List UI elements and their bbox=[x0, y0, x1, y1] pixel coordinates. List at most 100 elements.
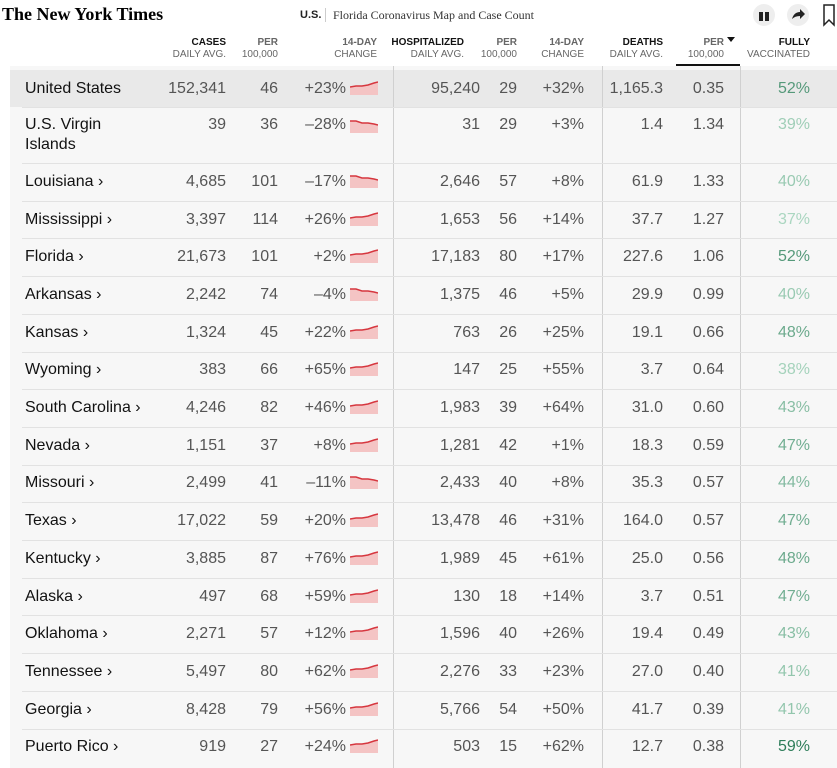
column-header-top[interactable]: CASES bbox=[191, 37, 226, 48]
row-divider bbox=[22, 313, 837, 315]
column-header-top[interactable]: DEATHS bbox=[622, 37, 663, 48]
column-header-bottom[interactable]: 100,000 bbox=[480, 49, 517, 60]
cell-value: +25% bbox=[542, 323, 584, 341]
column-header-bottom[interactable]: CHANGE bbox=[541, 49, 584, 60]
sparkline bbox=[350, 476, 378, 490]
row-name[interactable]: Arkansas › bbox=[25, 285, 102, 303]
row-name[interactable]: Tennessee › bbox=[25, 662, 113, 680]
cell-value: 0.99 bbox=[692, 285, 724, 303]
row-divider bbox=[22, 540, 837, 541]
column-header-bottom[interactable]: CHANGE bbox=[334, 49, 377, 60]
sparkline bbox=[350, 211, 378, 226]
row-name[interactable]: Missouri › bbox=[25, 474, 95, 492]
cell-value: +5% bbox=[551, 285, 584, 303]
column-header-bottom[interactable]: DAILY AVG. bbox=[410, 49, 464, 60]
cell-value: 152,341 bbox=[168, 79, 226, 97]
share-icon[interactable] bbox=[787, 4, 809, 26]
column-separator bbox=[740, 66, 741, 768]
row-name[interactable]: Mississippi › bbox=[25, 210, 113, 228]
row-name[interactable]: Nevada › bbox=[25, 436, 90, 454]
column-header-top[interactable]: FULLY bbox=[778, 37, 810, 48]
cell-value: 57 bbox=[260, 625, 278, 643]
vaccinated-value: 52% bbox=[777, 79, 810, 97]
column-header-top[interactable]: PER bbox=[496, 37, 517, 48]
row-name[interactable]: Alaska › bbox=[25, 587, 83, 605]
cell-value: 25.0 bbox=[631, 549, 663, 567]
vaccinated-value: 40% bbox=[777, 285, 810, 303]
cell-value: +8% bbox=[551, 474, 584, 492]
cell-value: 2,271 bbox=[185, 625, 226, 643]
cell-value: 101 bbox=[251, 248, 278, 266]
vaccinated-value: 38% bbox=[777, 361, 810, 379]
row-name[interactable]: Texas › bbox=[25, 512, 77, 530]
gift-icon[interactable] bbox=[753, 4, 775, 26]
cell-value: +31% bbox=[542, 512, 584, 530]
row-divider bbox=[22, 107, 837, 108]
cell-value: 0.57 bbox=[692, 512, 724, 530]
cell-value: 59 bbox=[260, 512, 278, 530]
row-name[interactable]: Florida › bbox=[25, 248, 84, 266]
sparkline bbox=[350, 362, 378, 377]
cell-value: 0.57 bbox=[692, 474, 724, 492]
row-name[interactable]: South Carolina › bbox=[25, 399, 141, 417]
column-header-bottom[interactable]: VACCINATED bbox=[747, 49, 810, 60]
row-name[interactable]: Puerto Rico › bbox=[25, 738, 119, 756]
row-divider bbox=[22, 276, 837, 278]
column-header-bottom[interactable]: DAILY AVG. bbox=[609, 49, 663, 60]
row-name[interactable]: Louisiana › bbox=[25, 172, 104, 190]
column-header-top[interactable]: HOSPITALIZED bbox=[391, 37, 464, 48]
cell-value: 1,151 bbox=[185, 436, 226, 454]
data-table bbox=[10, 66, 837, 768]
row-divider bbox=[22, 653, 837, 655]
cell-value: 1,653 bbox=[439, 210, 480, 228]
cell-value: 497 bbox=[199, 587, 226, 605]
vaccinated-value: 39% bbox=[777, 116, 810, 133]
column-header-bottom[interactable]: DAILY AVG. bbox=[172, 49, 226, 60]
vaccinated-value: 48% bbox=[777, 323, 810, 341]
cell-value: 919 bbox=[199, 738, 226, 756]
row-divider bbox=[22, 502, 837, 504]
column-header-bottom[interactable]: 100,000 bbox=[241, 49, 278, 60]
column-header-top[interactable]: 14-DAY bbox=[549, 37, 584, 48]
vaccinated-value: 47% bbox=[777, 587, 810, 605]
row-name[interactable]: Kansas › bbox=[25, 323, 89, 341]
row-divider bbox=[22, 728, 837, 730]
sparkline bbox=[350, 739, 378, 754]
cell-value: +22% bbox=[304, 323, 346, 341]
cell-value: 45 bbox=[260, 323, 278, 341]
sparkline bbox=[350, 288, 378, 301]
column-header-top[interactable]: 14-DAY bbox=[342, 37, 377, 48]
row-name[interactable]: Oklahoma › bbox=[25, 625, 108, 643]
cell-value: 37 bbox=[260, 436, 278, 454]
logo[interactable]: The New York Times bbox=[2, 4, 164, 24]
column-header-bottom[interactable]: 100,000 bbox=[687, 49, 724, 60]
column-separator bbox=[393, 66, 394, 768]
cell-value: +23% bbox=[542, 662, 584, 680]
row-name[interactable]: Georgia › bbox=[25, 700, 92, 718]
vaccinated-value: 52% bbox=[777, 248, 810, 266]
cell-value: +8% bbox=[313, 436, 346, 454]
cell-value: 1.34 bbox=[692, 116, 724, 133]
bookmark-icon[interactable] bbox=[823, 4, 835, 27]
vaccinated-value: 41% bbox=[777, 700, 810, 718]
cell-value: +59% bbox=[304, 587, 346, 605]
column-header-top[interactable]: PER bbox=[703, 37, 724, 48]
row-name: United States bbox=[25, 79, 122, 97]
vaccinated-value: 37% bbox=[777, 210, 810, 228]
cell-value: 39 bbox=[208, 116, 226, 133]
cell-value: 1,989 bbox=[439, 549, 480, 567]
cell-value: 17,183 bbox=[431, 248, 480, 266]
row-name[interactable]: Wyoming › bbox=[25, 361, 102, 379]
sparkline bbox=[350, 175, 378, 188]
row-name[interactable]: Kentucky › bbox=[25, 549, 101, 567]
cell-value: 21,673 bbox=[177, 248, 226, 266]
column-header-top[interactable]: PER bbox=[257, 37, 278, 48]
row-divider bbox=[22, 426, 837, 428]
cell-value: +26% bbox=[304, 210, 346, 228]
cell-value: 46 bbox=[260, 79, 278, 97]
section-label[interactable]: U.S. bbox=[300, 9, 322, 21]
cell-value: 17,022 bbox=[177, 512, 226, 530]
sparkline bbox=[350, 513, 378, 528]
row-divider bbox=[22, 577, 837, 579]
cell-value: 15 bbox=[499, 738, 517, 756]
